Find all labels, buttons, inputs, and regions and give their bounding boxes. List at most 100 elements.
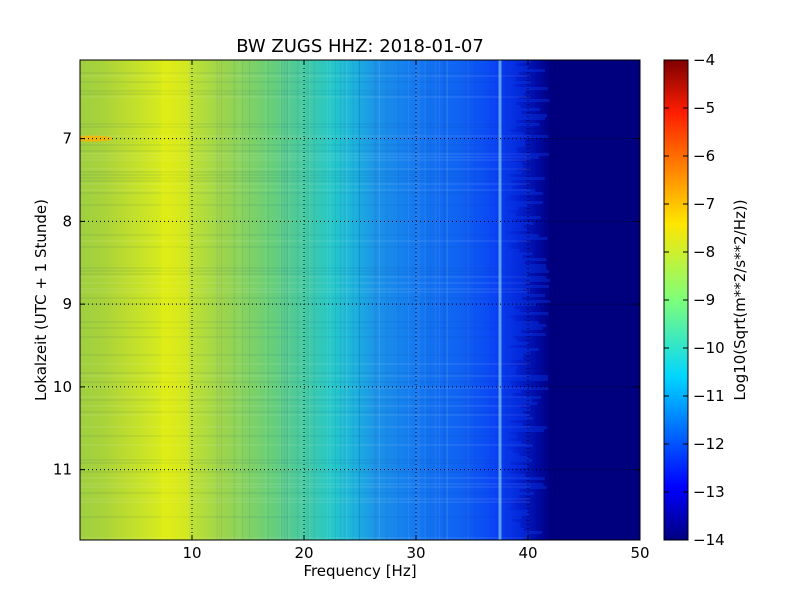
spectrogram-edge [500,63,517,66]
spectrogram-edge [500,99,550,102]
colorbar-ticks: −4 −5 −6 −7 −8 −9 −10 −11 −12 −13 −14 [664,51,725,549]
spectrogram-edge [500,240,518,243]
spectrogram-edge [500,216,542,219]
spectrogram-column [352,60,354,540]
spectrogram-edge [500,255,523,258]
spectrogram-edge [500,360,512,363]
spectrogram-row [80,375,530,377]
x-axis-ticks: 10 20 30 40 50 [182,60,650,562]
feature-2 [80,135,114,142]
spectrogram-edge [500,273,528,276]
spectrogram-edge [500,168,518,171]
spectrogram-row [80,483,530,485]
spectrogram-row [80,354,530,356]
spectrogram-edge [500,177,545,180]
spectrogram-edge [500,345,507,348]
colorbar-tick-label: −5 [693,99,715,117]
spectrogram-row [80,462,530,464]
spectrogram-edge [500,111,522,114]
spectrogram-edge [500,156,540,159]
spectrogram-edge [500,363,507,366]
spectrogram-edge [500,192,543,195]
spectrogram-edge [500,423,523,426]
spectrogram-row [80,501,530,503]
spectrogram-edge [500,483,544,486]
spectrogram-edge [500,108,541,111]
spectrogram-column [467,60,469,540]
spectrogram-edge [500,153,549,156]
spectrogram-edge [500,294,546,297]
spectrogram-edge [500,402,538,405]
spectrogram-edge [500,477,545,480]
spectrogram-row [80,189,530,191]
spectrogram-edge [500,282,526,285]
x-tick-label: 50 [630,544,649,562]
spectrogram-column [281,60,283,540]
spectrogram-edge [500,246,509,249]
chart-title: BW ZUGS HHZ: 2018-01-07 [236,36,484,57]
spectrogram-edge [500,228,528,231]
spectrogram-edge [500,357,524,360]
spectrogram-row [80,363,530,365]
spectrogram-column [238,60,240,540]
spectrogram-edge [500,324,547,327]
spectrogram-edge [500,138,526,141]
spectrogram-edge [500,186,513,189]
spectrogram-row [80,276,530,278]
spectrogram-edge [500,432,510,435]
spectrogram-edge [500,267,547,270]
y-tick-label: 11 [53,461,72,479]
spectrogram-edge [500,426,548,429]
spectrogram-row [80,177,530,179]
spectrogram-column [233,60,235,540]
spectrogram-edge [500,285,550,288]
spectrogram-column [216,60,218,540]
spectrogram-column [307,60,309,540]
spectrogram-edge [500,180,512,183]
spectrogram-edge [500,231,506,234]
x-tick-label: 40 [518,544,537,562]
spectrogram-row [80,492,530,494]
spectrogram-edge [500,96,519,99]
spectrogram-column [426,60,428,540]
spectrogram-edge [500,309,520,312]
spectrogram-row [80,90,530,92]
spectrogram-column [374,60,376,540]
spectrogram-features [80,60,502,540]
spectrogram-row [80,159,530,161]
spectrogram-edge [500,444,534,447]
spectrogram-row [80,336,530,338]
spectrogram-edge [500,486,547,489]
spectrogram-row [80,516,530,518]
spectrogram-edge [500,141,526,144]
spectrogram-column [397,60,399,540]
y-axis-label: Lokalzeit (UTC + 1 Stunde) [32,199,50,401]
spectrogram-edge [500,471,510,474]
spectrogram-image [80,60,640,540]
spectrogram-row [80,183,530,185]
x-tick-label: 20 [294,544,313,562]
spectrogram-edge [500,237,548,240]
colorbar-tick-label: −4 [693,51,715,69]
spectrogram-edge [500,264,546,267]
colorbar-tick-label: −8 [693,243,715,261]
spectrogram-column [241,60,243,540]
spectrogram-edge [500,213,516,216]
spectrogram-column [221,60,223,540]
spectrogram-row [80,291,530,293]
spectrogram-edge [500,495,519,498]
spectrogram-edge [500,420,510,423]
spectrogram-edge [500,75,510,78]
spectrogram-row [80,174,530,176]
spectrogram-edge [500,303,536,306]
x-tick-label: 10 [182,544,201,562]
spectrogram-edge [500,234,539,237]
spectrogram-edge [500,336,513,339]
spectrogram-column [446,60,448,540]
spectrogram-column [438,60,440,540]
spectrogram-edge [500,435,517,438]
spectrogram-edge [500,69,545,72]
colorbar-label: Log10(Sqrt(m**2/s**2/Hz)) [731,199,749,400]
spectrogram-edge [500,516,522,519]
spectrogram-edge [500,201,543,204]
